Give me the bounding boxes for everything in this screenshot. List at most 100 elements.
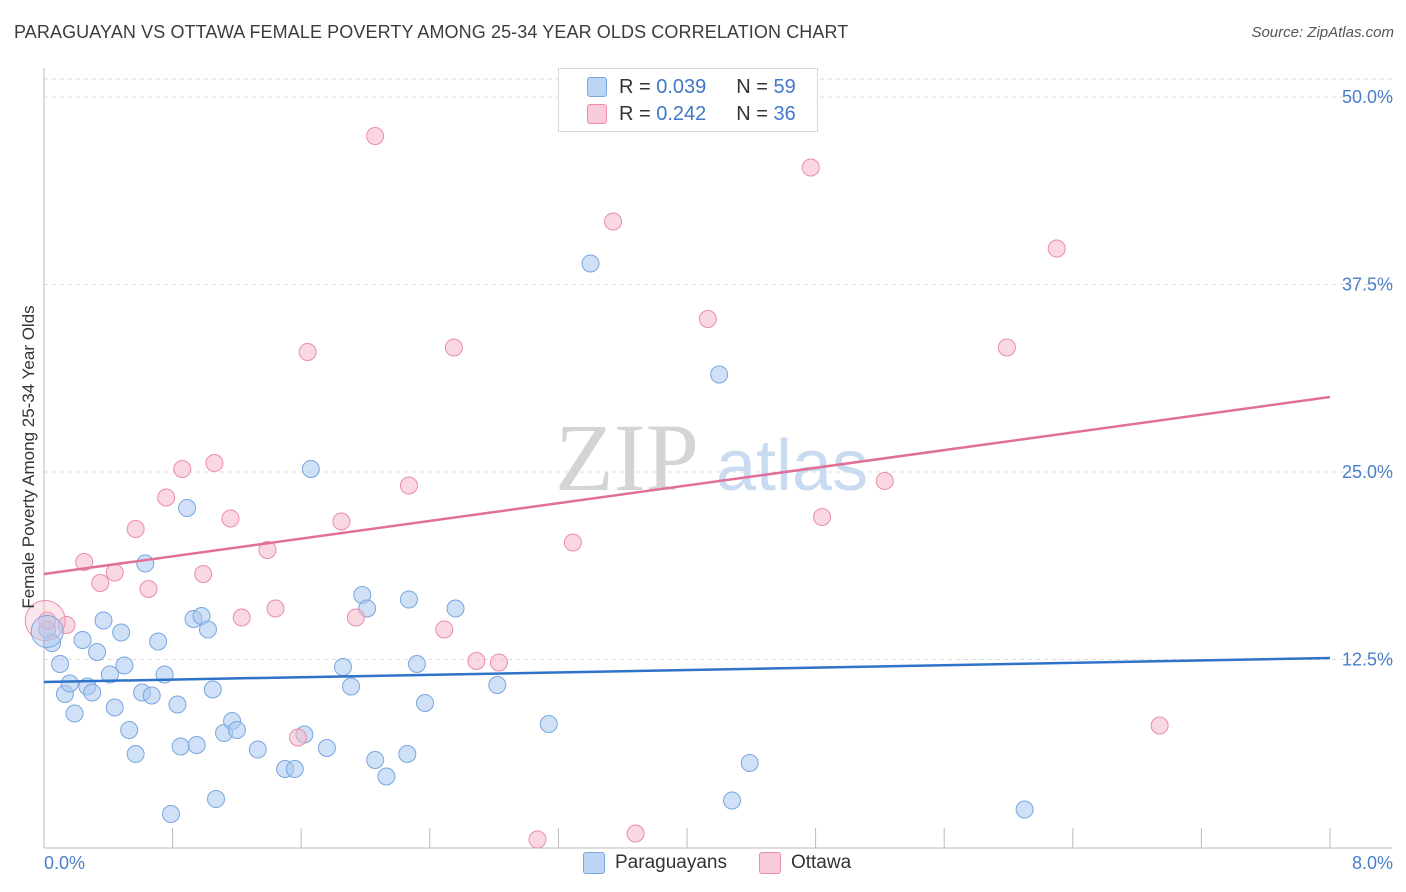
data-point	[346, 608, 365, 627]
data-point	[317, 739, 336, 757]
stats-legend: R = 0.039 N = 59 R = 0.242 N = 36	[558, 68, 818, 132]
data-point	[398, 745, 417, 763]
data-point	[377, 767, 396, 786]
data-point	[194, 565, 213, 583]
data-point	[157, 488, 176, 507]
data-point	[1015, 800, 1034, 819]
watermark: ZIP atlas	[555, 404, 868, 511]
data-point	[285, 760, 304, 778]
data-point	[399, 476, 418, 495]
y-tick-label: 25.0%	[1342, 462, 1393, 482]
data-point	[444, 338, 463, 357]
data-point	[203, 680, 222, 699]
data-point	[112, 623, 131, 642]
series-label-paraguayans: Paraguayans	[615, 852, 727, 873]
y-tick-label: 50.0%	[1342, 87, 1393, 107]
legend-row-paraguayans: R = 0.039 N = 59	[587, 74, 796, 100]
data-point	[248, 740, 267, 759]
data-point	[997, 338, 1016, 357]
data-point	[126, 520, 145, 538]
data-point	[528, 830, 547, 849]
axes	[43, 68, 1392, 849]
legend-swatch-ottawa	[587, 104, 607, 124]
data-point	[399, 590, 418, 609]
data-point	[232, 608, 251, 627]
series-legend-paraguayans: Paraguayans	[583, 852, 727, 874]
y-axis-label: Female Poverty Among 25-34 Year Olds	[19, 305, 38, 608]
data-point	[75, 553, 94, 571]
data-point	[1047, 239, 1066, 258]
data-point	[173, 460, 192, 478]
data-point	[539, 715, 558, 733]
data-point	[1150, 716, 1169, 735]
data-point	[198, 620, 217, 639]
data-point	[446, 599, 465, 618]
watermark-atlas: atlas	[716, 426, 868, 506]
data-point-large	[30, 615, 64, 648]
trend-line-paraguayans	[43, 656, 1331, 684]
data-point	[51, 655, 70, 673]
data-point	[581, 254, 600, 273]
y-tick-label: 37.5%	[1342, 275, 1393, 295]
data-point	[740, 754, 759, 772]
series-legend-ottawa: Ottawa	[758, 852, 851, 874]
data-point	[73, 631, 92, 649]
data-point	[435, 620, 454, 639]
data-point	[105, 563, 124, 582]
data-point	[88, 643, 107, 661]
data-point	[161, 805, 180, 823]
data-point	[407, 655, 426, 673]
data-point	[136, 554, 155, 573]
data-point	[710, 365, 729, 384]
data-point	[91, 574, 110, 592]
data-point	[875, 472, 894, 490]
data-point	[366, 751, 385, 769]
data-point	[298, 343, 317, 361]
data-point	[332, 512, 351, 531]
legend-r-value: 0.242	[656, 102, 707, 125]
data-point	[488, 676, 507, 694]
data-point	[723, 791, 742, 810]
data-point	[626, 824, 645, 843]
data-point	[60, 674, 79, 693]
series-legend: Paraguayans Ottawa	[583, 852, 883, 874]
x-tick-label: 0.0%	[44, 853, 85, 873]
data-point	[94, 611, 113, 630]
legend-n-value: 36	[773, 102, 796, 125]
legend-r-value: 0.039	[656, 75, 707, 98]
legend-swatch-paraguayans	[587, 77, 607, 97]
data-point	[120, 721, 139, 739]
data-point	[333, 658, 352, 676]
data-point	[105, 698, 124, 717]
legend-row-ottawa: R = 0.242 N = 36	[587, 101, 796, 127]
data-point	[83, 683, 102, 702]
data-point	[168, 695, 187, 714]
trend-lines	[43, 395, 1331, 684]
data-point	[489, 653, 508, 672]
legend-n-value: 59	[773, 75, 796, 98]
data-point	[65, 704, 84, 723]
data-point	[126, 745, 145, 763]
data-point	[604, 212, 623, 231]
data-point	[221, 509, 240, 528]
trend-line-ottawa	[43, 395, 1331, 576]
data-point	[227, 721, 246, 739]
series-ottawa	[38, 127, 1169, 849]
data-point	[288, 728, 307, 747]
data-point	[205, 454, 224, 472]
data-point	[142, 686, 161, 705]
data-point	[266, 599, 285, 618]
axis-labels: 12.5% 25.0% 37.5% 50.0% 0.0% 8.0% Female Pover…	[19, 87, 1393, 873]
chart-title: PARAGUAYAN VS OTTAWA FEMALE POVERTY AMON…	[14, 22, 849, 42]
y-tick-label: 12.5%	[1342, 650, 1393, 670]
legend-n-label: N =	[736, 102, 768, 125]
data-point-large	[24, 600, 66, 641]
series-swatch-paraguayans	[583, 852, 605, 874]
data-point	[115, 656, 134, 675]
legend-r-label: R =	[619, 75, 651, 98]
legend-r-label: R =	[619, 102, 651, 125]
data-point	[563, 533, 582, 552]
data-point	[366, 127, 385, 145]
data-point	[258, 541, 277, 559]
